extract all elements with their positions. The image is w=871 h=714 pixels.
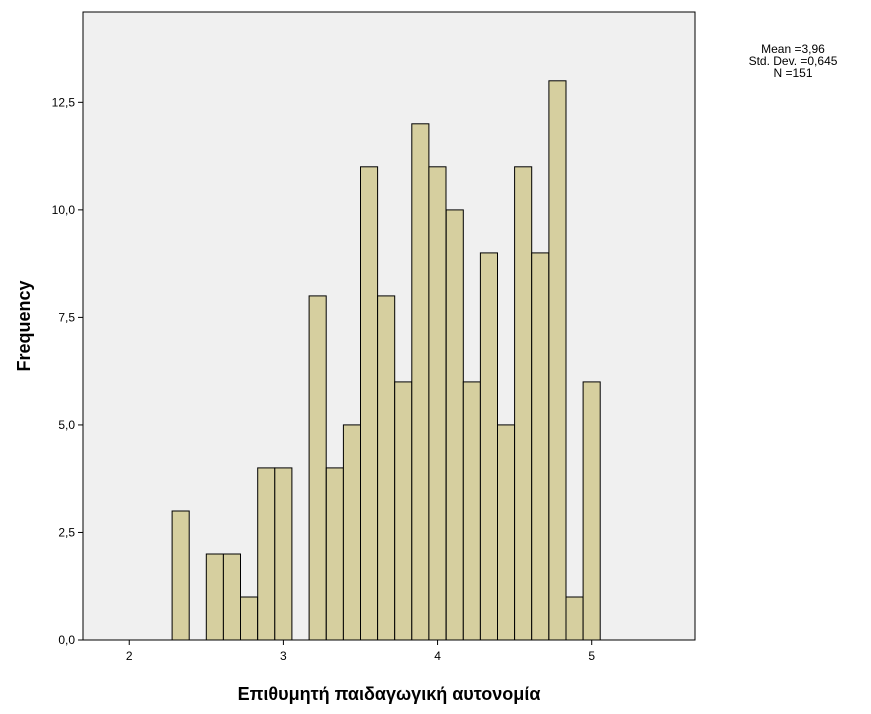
histogram-bar	[548, 80, 567, 641]
histogram-bar	[582, 381, 601, 641]
statistics-box: Mean =3,96 Std. Dev. =0,645 N =151	[728, 43, 858, 79]
histogram-bar	[205, 553, 224, 641]
histogram-bar	[445, 209, 464, 641]
x-tick-label: 3	[280, 649, 287, 663]
y-axis-label: Frequency	[14, 280, 34, 371]
bars-group	[171, 80, 601, 641]
stat-mean: Mean =3,96	[761, 42, 825, 56]
histogram-bar	[222, 553, 241, 641]
histogram-bar	[497, 424, 516, 641]
histogram-bar	[514, 166, 533, 641]
histogram-bar	[360, 166, 379, 641]
x-axis-label: Επιθυμητή παιδαγωγική αυτονομία	[238, 684, 541, 704]
histogram-bar	[377, 295, 396, 641]
histogram-bar	[240, 596, 259, 641]
x-tick-label: 5	[588, 649, 595, 663]
histogram-bar	[171, 510, 190, 641]
histogram-bar	[428, 166, 447, 641]
y-tick-label: 7,5	[58, 310, 75, 324]
y-tick-label: 0,0	[58, 633, 75, 647]
x-tick-label: 4	[434, 649, 441, 663]
histogram-bar	[531, 252, 550, 641]
y-tick-label: 10,0	[52, 203, 76, 217]
histogram-bar	[479, 252, 498, 641]
y-tick-label: 5,0	[58, 418, 75, 432]
histogram-bar	[274, 467, 293, 641]
x-axis: 2 3 4 5	[126, 640, 595, 663]
histogram-bar	[394, 381, 413, 641]
histogram-bar	[462, 381, 481, 641]
plot-frame	[82, 11, 696, 641]
stat-n: N =151	[773, 66, 813, 80]
histogram-bar	[565, 596, 584, 641]
y-axis: 0,0 2,5 5,0 7,5 10,0 12,5	[52, 95, 83, 647]
histogram-bar	[342, 424, 361, 641]
y-tick-label: 12,5	[52, 95, 76, 109]
x-tick-label: 2	[126, 649, 133, 663]
histogram-bar	[257, 467, 276, 641]
histogram-bar	[325, 467, 344, 641]
histogram-bar	[308, 295, 327, 641]
histogram-bar	[411, 123, 430, 641]
stat-std-dev: Std. Dev. =0,645	[748, 54, 838, 68]
y-tick-label: 2,5	[58, 525, 75, 539]
